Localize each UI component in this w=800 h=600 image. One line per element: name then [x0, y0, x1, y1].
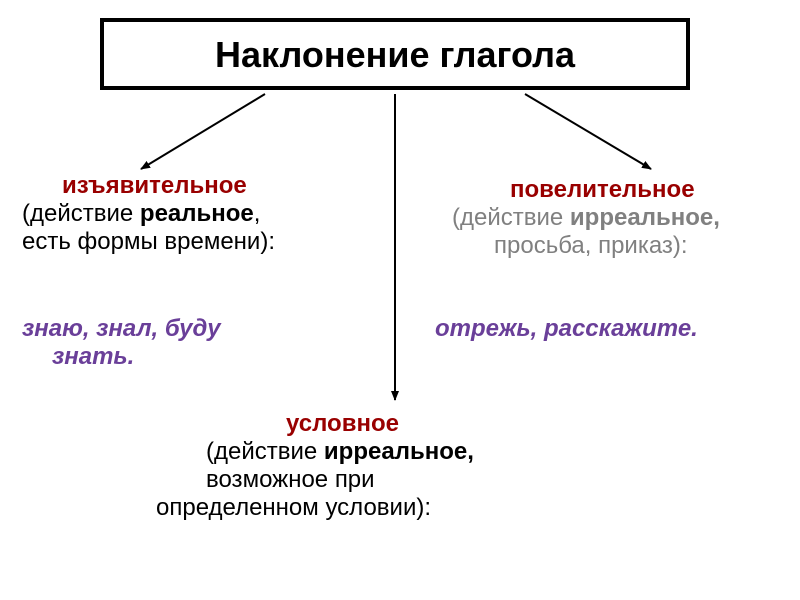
branch-center-desc-line2: возможное при: [156, 466, 676, 494]
branch-center: условное (действие ирреальное, возможное…: [156, 410, 676, 522]
examples-line1: знаю, знал, буду: [22, 315, 221, 342]
branch-left-heading: изъявительное: [22, 172, 392, 200]
title-box: Наклонение глагола: [100, 18, 690, 90]
desc-pre: (действие: [22, 200, 140, 227]
branch-center-desc-line3: определенном условии):: [156, 494, 676, 522]
desc-pre: (действие: [206, 438, 324, 465]
branch-left-desc-line1: (действие реальное,: [22, 200, 392, 228]
branch-left-desc-line2: есть формы времени):: [22, 228, 392, 256]
branch-right: повелительное (действие ирреальное, прос…: [452, 176, 800, 260]
branch-right-examples: отрежь, расскажите.: [435, 315, 790, 343]
branch-right-desc-line1: (действие ирреальное,: [452, 204, 800, 232]
branch-right-desc-line2: просьба, приказ):: [452, 232, 800, 260]
examples-line2: знать.: [22, 343, 392, 371]
branch-center-heading: условное: [156, 410, 676, 438]
branch-right-heading: повелительное: [452, 176, 800, 204]
branch-center-desc-line1: (действие ирреальное,: [156, 438, 676, 466]
desc-bold: ирреальное,: [324, 438, 474, 465]
desc-bold: реальное: [140, 200, 254, 227]
desc-pre: (действие: [452, 204, 570, 231]
desc-bold: ирреальное,: [570, 204, 720, 231]
branch-left: изъявительное (действие реальное, есть ф…: [22, 172, 392, 256]
branch-left-examples: знаю, знал, буду знать.: [22, 315, 392, 371]
desc-post: ,: [254, 200, 261, 227]
